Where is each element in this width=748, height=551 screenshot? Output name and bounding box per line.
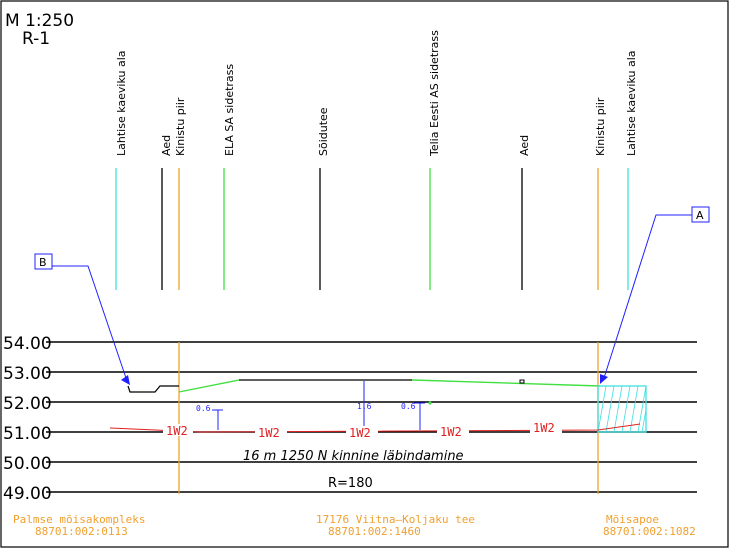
callout-a-arrowhead xyxy=(600,374,608,384)
parcel-code: 88701:002:0113 xyxy=(35,525,128,538)
column-labels: Lahtise kaeviku ala Aed Kinistu piir ELA… xyxy=(115,30,638,157)
section-label: R-1 xyxy=(22,29,50,49)
callout-b-leader xyxy=(52,265,127,379)
column-label-telia-cable: Telia Eesti AS sidetrass xyxy=(428,30,441,157)
drilling-annotation: 16 m 1250 N kinnine läbindamine xyxy=(243,449,464,464)
pipe-line: 1W2 1W2 1W2 1W2 1W2 xyxy=(109,421,641,440)
elevation-labels: 54.00 53.00 52.00 51.00 50.00 49.00 xyxy=(3,334,52,504)
depth-middle-label: 1.6 xyxy=(357,402,372,411)
parcel-code: 88701:002:1082 xyxy=(603,525,696,538)
ground-left-existing xyxy=(127,385,179,393)
callout-b-box xyxy=(34,253,53,270)
pipe-label: 1W2 xyxy=(166,424,188,438)
elevation-grid xyxy=(46,341,697,493)
elevation-label: 53.00 xyxy=(3,364,52,384)
callout-a: A xyxy=(600,206,710,384)
callout-b-label: B xyxy=(39,256,47,269)
column-label-ela-cable: ELA SA sidetrass xyxy=(223,64,236,156)
pipe-label: 1W2 xyxy=(258,426,280,440)
column-label-boundary-left: Kinistu piir xyxy=(174,97,187,156)
pipe-label: 1W2 xyxy=(440,425,462,439)
pipe-label: 1W2 xyxy=(349,426,371,440)
parcel-name: Palmse mõisakompleks xyxy=(13,513,145,526)
parcel-name: Mõisapoe xyxy=(606,513,659,526)
depth-dimensions: 0.6 1.6 0.6 xyxy=(196,381,432,430)
trench-hatch xyxy=(597,385,647,433)
parcel-code: 88701:002:1460 xyxy=(328,525,421,538)
depth-right-label: 0.6 xyxy=(401,402,416,411)
drawing-frame xyxy=(0,0,729,548)
parcel-name: 17176 Viitna—Koljaku tee xyxy=(316,513,475,526)
column-label-trench-left: Lahtise kaeviku ala xyxy=(115,51,128,157)
parcel-labels: Palmse mõisakompleks 88701:002:0113 1717… xyxy=(13,513,696,538)
fence-post-symbol xyxy=(519,379,525,384)
elevation-label: 54.00 xyxy=(3,334,52,354)
pipe-route xyxy=(109,423,641,433)
elevation-label: 52.00 xyxy=(3,394,52,414)
column-label-trench-right: Lahtise kaeviku ala xyxy=(625,51,638,157)
elevation-label: 50.00 xyxy=(3,454,52,474)
column-label-road: Sõidutee xyxy=(317,107,330,156)
pipe-label: 1W2 xyxy=(533,421,555,435)
depth-left-label: 0.6 xyxy=(196,404,211,413)
column-label-boundary-right: Kinistu piir xyxy=(594,97,607,156)
scale-label: M 1:250 xyxy=(5,11,74,31)
radius-label: R=180 xyxy=(328,476,373,491)
column-markers xyxy=(115,168,629,290)
ground-profile xyxy=(127,379,601,393)
column-label-fence-right: Aed xyxy=(518,135,531,156)
callout-a-label: A xyxy=(696,209,704,222)
callout-a-leader xyxy=(603,214,692,379)
callout-b-arrowhead xyxy=(121,375,130,385)
ground-slope-left xyxy=(178,379,240,393)
elevation-label: 51.00 xyxy=(3,424,52,444)
callout-b: B xyxy=(34,253,130,385)
ground-slope-right xyxy=(411,379,601,387)
column-label-fence-left: Aed xyxy=(160,135,173,156)
elevation-label: 49.00 xyxy=(3,484,52,504)
